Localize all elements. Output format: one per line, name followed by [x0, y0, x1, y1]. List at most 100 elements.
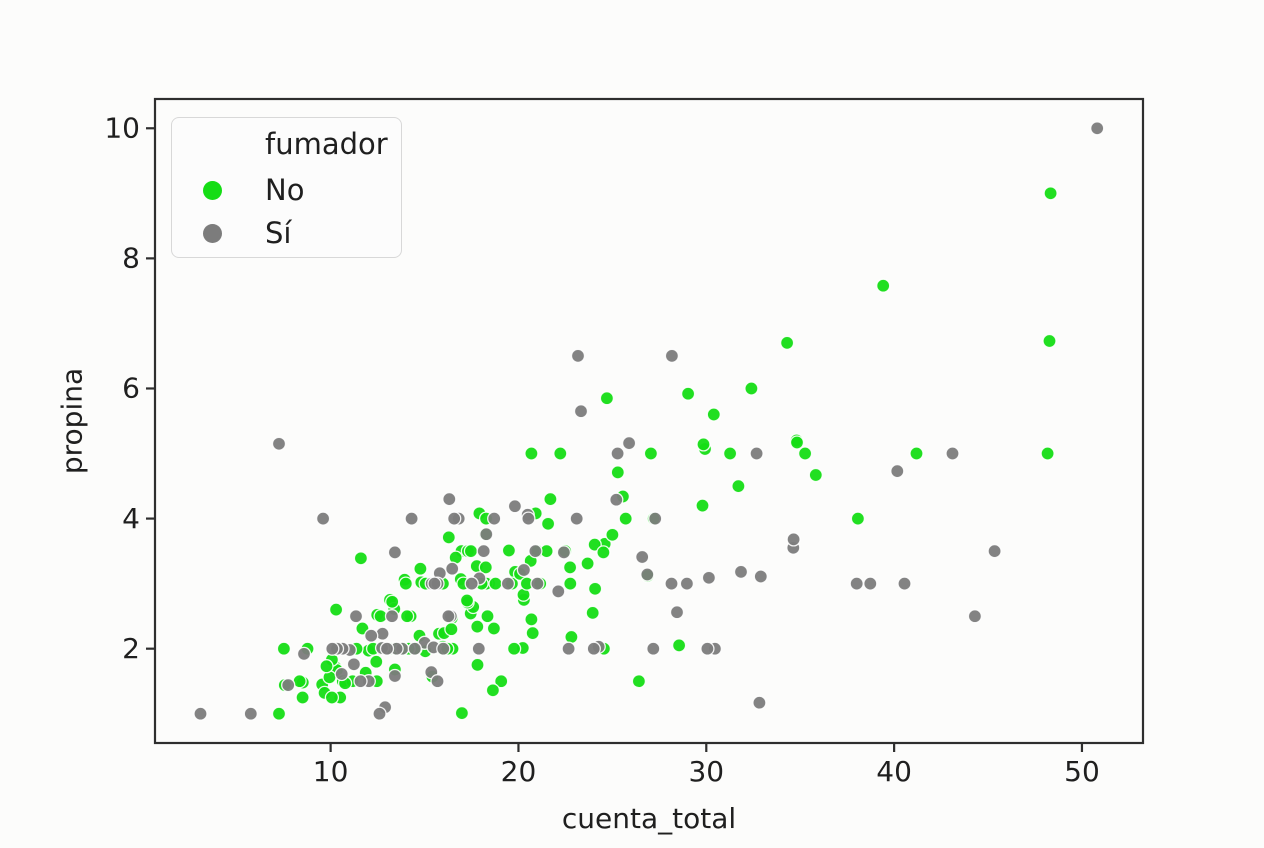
data-point — [585, 605, 600, 621]
data-point — [430, 674, 445, 689]
data-point — [325, 641, 340, 656]
legend-title: fumador — [265, 127, 388, 161]
data-point — [744, 381, 759, 396]
data-point — [404, 511, 419, 526]
legend-entry-no: No — [172, 173, 401, 207]
data-point — [441, 530, 456, 545]
x-tick-label: 20 — [501, 755, 537, 788]
data-point — [621, 435, 637, 451]
data-point — [441, 609, 456, 624]
data-point — [296, 646, 312, 662]
data-point — [669, 605, 685, 620]
data-point — [599, 391, 615, 406]
data-point — [399, 609, 415, 624]
data-point — [463, 543, 479, 559]
data-point — [733, 564, 749, 580]
x-tick-label: 10 — [313, 755, 349, 788]
data-point — [372, 706, 387, 721]
data-point — [478, 560, 493, 575]
data-point — [1043, 186, 1058, 201]
data-point — [562, 560, 578, 575]
data-point — [1040, 446, 1055, 461]
data-point — [945, 446, 960, 461]
data-point — [476, 543, 491, 559]
data-point — [553, 446, 568, 461]
data-point — [384, 609, 400, 624]
data-point — [385, 594, 400, 609]
data-point — [528, 543, 543, 559]
data-point — [679, 576, 695, 591]
data-point — [353, 551, 369, 566]
data-point — [271, 706, 287, 721]
data-point — [471, 641, 486, 656]
y-axis-label: propina — [55, 367, 89, 475]
data-point — [897, 576, 912, 591]
data-point — [609, 492, 624, 507]
x-axis-ticks: 10 20 30 40 50 — [313, 743, 1100, 788]
data-point — [447, 511, 462, 526]
data-point — [596, 545, 611, 560]
data-point — [610, 465, 625, 480]
data-point — [753, 569, 768, 584]
data-point — [346, 657, 362, 672]
data-point — [569, 511, 584, 526]
data-point — [364, 628, 379, 643]
legend-label-no: No — [265, 173, 305, 207]
data-point — [987, 543, 1002, 559]
data-point — [706, 407, 721, 422]
y-tick-label: 2 — [122, 632, 140, 665]
data-point — [640, 567, 655, 582]
data-point — [648, 511, 663, 526]
y-tick-label: 8 — [122, 242, 140, 275]
legend-marker-no-icon — [203, 181, 222, 200]
data-point — [328, 602, 344, 617]
legend: fumador No Sí — [171, 117, 402, 258]
data-point — [808, 467, 823, 483]
data-point — [524, 446, 539, 461]
data-point — [485, 683, 501, 698]
data-point — [556, 545, 572, 560]
data-point — [570, 348, 586, 364]
data-point — [470, 657, 485, 673]
data-point — [494, 674, 509, 689]
data-point — [442, 491, 457, 507]
data-point — [488, 576, 503, 591]
data-point — [631, 674, 647, 689]
x-tick-label: 30 — [688, 755, 724, 788]
data-point — [876, 278, 891, 293]
data-point — [353, 674, 368, 689]
data-point — [543, 491, 558, 507]
data-point — [276, 641, 292, 656]
data-point — [525, 625, 540, 641]
data-point — [487, 511, 502, 526]
data-point — [445, 561, 460, 576]
data-point — [281, 677, 296, 693]
data-point — [506, 641, 522, 656]
y-axis-ticks: 2 4 6 8 10 — [104, 112, 155, 665]
data-point — [348, 609, 364, 624]
data-point — [671, 638, 687, 653]
data-point — [563, 576, 578, 591]
data-point — [618, 511, 633, 526]
data-point — [464, 576, 479, 591]
data-point — [379, 641, 395, 656]
data-point — [849, 576, 864, 591]
data-point — [779, 335, 795, 351]
data-point — [786, 532, 801, 547]
data-point — [501, 543, 517, 558]
data-point — [701, 570, 717, 585]
data-point — [664, 576, 679, 591]
data-point — [193, 706, 208, 721]
legend-label-si: Sí — [265, 216, 292, 250]
data-point — [369, 654, 384, 669]
data-point — [398, 576, 413, 591]
data-point — [789, 435, 805, 450]
data-point — [749, 446, 764, 461]
y-tick-label: 10 — [104, 112, 140, 145]
data-point — [752, 695, 767, 710]
data-point — [407, 641, 422, 656]
data-point — [486, 621, 502, 636]
data-point — [521, 511, 536, 526]
data-point — [564, 629, 579, 645]
